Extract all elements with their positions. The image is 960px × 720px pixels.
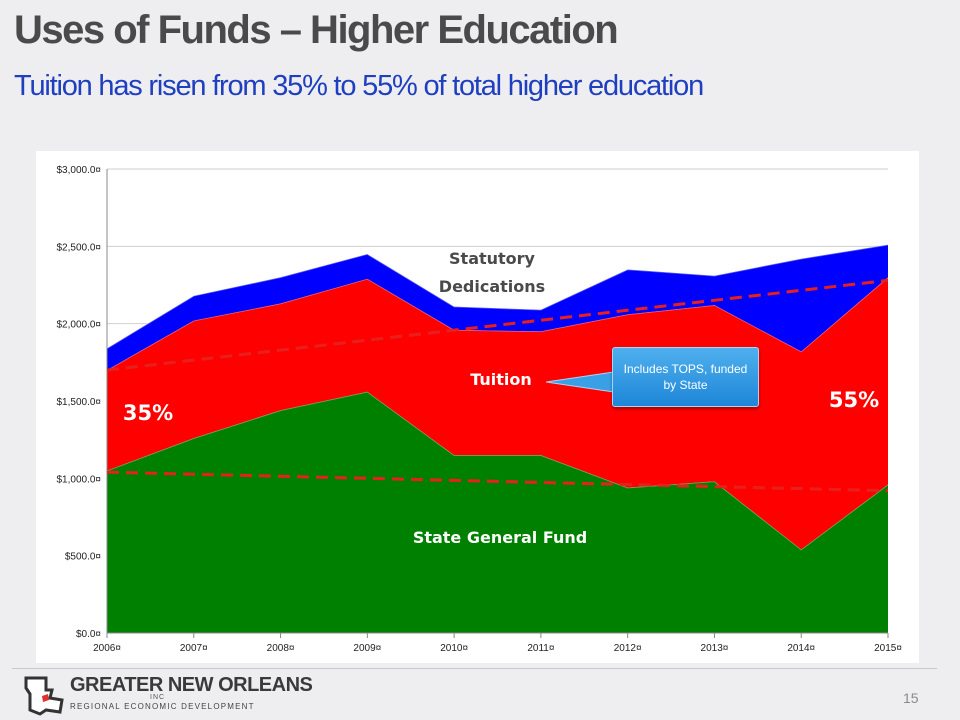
trend-line-lower bbox=[106, 470, 889, 493]
area-series-0 bbox=[107, 391, 888, 633]
y-tick-labels: $0.0¤ $500.0¤ $1,000.0¤ $1,500.0¤ $2,000.0¤ $… bbox=[57, 165, 102, 640]
slide-subtitle: Tuition has risen from 35% to 55% of tot… bbox=[14, 70, 704, 102]
area-series-1 bbox=[107, 277, 888, 550]
end-share-annotation: 55% bbox=[829, 388, 879, 412]
y-tick-label-5: $2,500.0¤ bbox=[57, 242, 102, 253]
trend-lines bbox=[106, 278, 889, 493]
y-tick-label-0: $0.0¤ bbox=[76, 629, 101, 640]
louisiana-logo-icon bbox=[24, 676, 64, 716]
chart-axes bbox=[106, 169, 889, 638]
x-tick-labels: 2006¤ 2007¤ 2008¤ 2009¤ 2010¤ 2011¤ 2012¤ 2013¤… bbox=[93, 643, 902, 654]
tops-callout: Includes TOPS, funded by State bbox=[612, 347, 759, 407]
x-tick-label-5: 2011¤ bbox=[527, 643, 555, 654]
area-edge-2 bbox=[106, 244, 889, 350]
y-tick-label-4: $2,000.0¤ bbox=[57, 320, 102, 331]
callout-pointer bbox=[546, 371, 615, 393]
series-label-statutory-line2: Dedications bbox=[439, 277, 545, 296]
footer-divider bbox=[12, 668, 937, 669]
x-tick-label-3: 2009¤ bbox=[353, 643, 381, 654]
x-tick-label-0: 2006¤ bbox=[93, 643, 121, 654]
page-number: 15 bbox=[903, 690, 919, 706]
start-share-annotation: 35% bbox=[123, 401, 173, 425]
y-tick-label-6: $3,000.0¤ bbox=[57, 165, 102, 176]
x-tick-label-2: 2008¤ bbox=[267, 643, 295, 654]
x-tick-label-1: 2007¤ bbox=[180, 643, 208, 654]
series-label-tuition: Tuition bbox=[470, 370, 532, 389]
series-label-general-fund: State General Fund bbox=[413, 528, 587, 547]
y-tick-label-3: $1,500.0¤ bbox=[57, 397, 102, 408]
x-tick-label-9: 2015¤ bbox=[874, 643, 902, 654]
area-series-2 bbox=[107, 244, 888, 371]
logo-tagline: REGIONAL ECONOMIC DEVELOPMENT bbox=[70, 702, 255, 711]
x-tick-label-4: 2010¤ bbox=[440, 643, 468, 654]
chart-areas bbox=[106, 244, 889, 633]
chart-panel: $0.0¤ $500.0¤ $1,000.0¤ $1,500.0¤ $2,000.0¤ $… bbox=[36, 151, 919, 663]
y-tick-label-1: $500.0¤ bbox=[65, 552, 102, 563]
x-tick-label-7: 2013¤ bbox=[701, 643, 729, 654]
x-tick-label-8: 2014¤ bbox=[787, 643, 815, 654]
logo-wordmark: GREATER NEW ORLEANS bbox=[70, 674, 313, 696]
area-chart: $0.0¤ $500.0¤ $1,000.0¤ $1,500.0¤ $2,000.0¤ $… bbox=[57, 165, 903, 654]
series-label-statutory-line1: Statutory bbox=[449, 249, 536, 268]
slide-title: Uses of Funds – Higher Education bbox=[14, 8, 619, 52]
y-tick-label-2: $1,000.0¤ bbox=[57, 474, 102, 485]
x-tick-label-6: 2012¤ bbox=[614, 643, 642, 654]
logo-inc: INC bbox=[150, 694, 166, 701]
trend-line-upper bbox=[106, 278, 889, 372]
